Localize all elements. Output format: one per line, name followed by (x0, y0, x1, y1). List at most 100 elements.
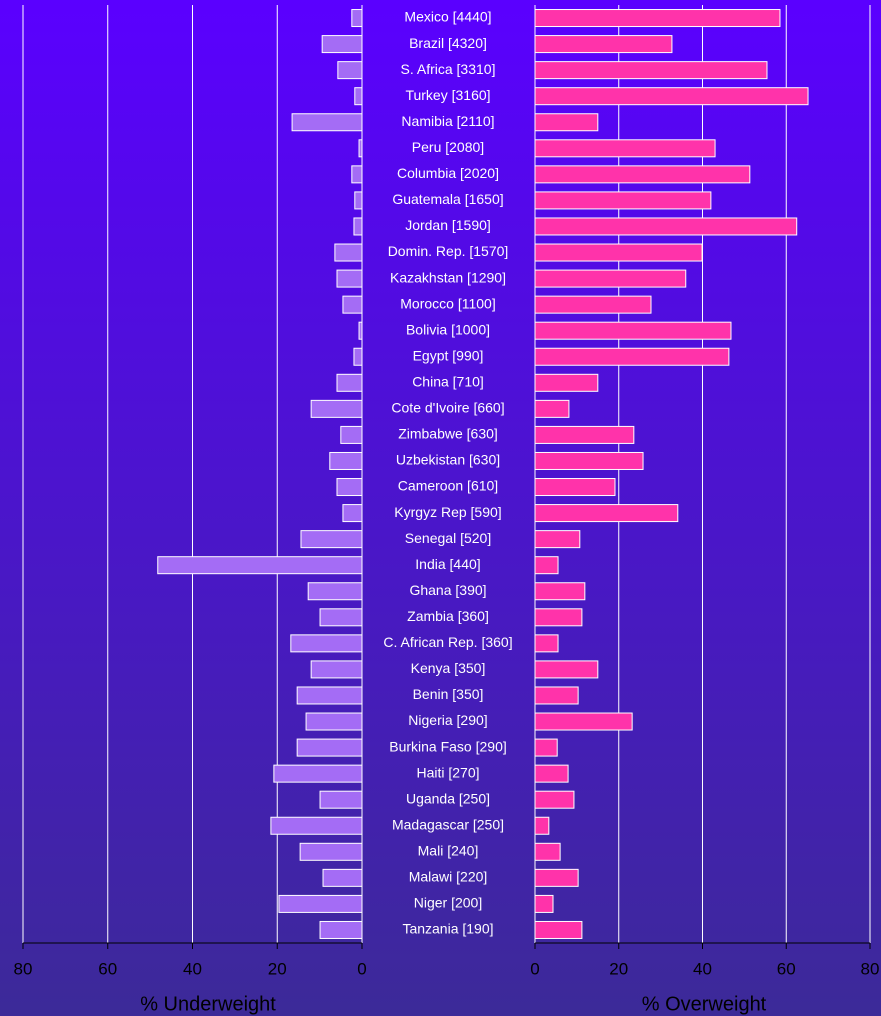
bar (534, 321, 732, 340)
bar (334, 243, 363, 262)
category-label: Kenya [350] (411, 660, 486, 676)
bar (329, 451, 363, 470)
category-label: Domin. Rep. [1570] (388, 243, 509, 259)
bar (534, 191, 712, 210)
category-label: Guatemala [1650] (392, 191, 503, 207)
bar (534, 425, 635, 444)
bar (534, 295, 652, 314)
bar (296, 738, 363, 757)
bar (351, 165, 363, 184)
x-tick-label: 60 (98, 959, 117, 978)
bar (307, 582, 363, 601)
category-label: Benin [350] (413, 686, 484, 702)
category-label: Tanzania [190] (402, 921, 493, 937)
bar (319, 608, 363, 627)
category-label: Malawi [220] (409, 869, 488, 885)
category-label: Senegal [520] (405, 530, 491, 546)
bar (534, 920, 583, 939)
bar (534, 582, 586, 601)
bar (354, 191, 363, 210)
x-axis-label: % Underweight (140, 993, 276, 1015)
bar (340, 425, 363, 444)
bar (534, 451, 644, 470)
bar (534, 790, 575, 809)
bar (534, 243, 703, 262)
x-tick-label: 0 (357, 959, 366, 978)
bar (310, 660, 363, 679)
category-label: Morocco [1100] (400, 295, 495, 311)
category-label: Mexico [4440] (404, 9, 491, 25)
bar (534, 347, 730, 366)
bar (534, 608, 583, 627)
x-axis-label: % Overweight (642, 993, 767, 1015)
category-label: China [710] (412, 374, 484, 390)
category-label: Bolivia [1000] (406, 321, 490, 337)
bar (534, 738, 558, 757)
category-label: Zambia [360] (407, 608, 489, 624)
bar (305, 712, 363, 731)
bar (534, 868, 579, 887)
bar (534, 764, 569, 783)
bar (291, 113, 363, 132)
bar (534, 660, 599, 679)
category-label: India [440] (415, 556, 480, 572)
bar (534, 816, 550, 835)
bar (534, 87, 809, 106)
bar (534, 894, 554, 913)
category-label: Nigeria [290] (408, 712, 487, 728)
bar (337, 61, 363, 80)
bar (534, 634, 559, 653)
bar (534, 61, 768, 80)
category-label: Haiti [270] (416, 764, 479, 780)
bar (310, 399, 363, 418)
category-label: C. African Rep. [360] (383, 634, 512, 650)
bar (534, 35, 673, 54)
bar (319, 790, 363, 809)
category-label: Kyrgyz Rep [590] (394, 504, 501, 520)
bar (534, 842, 561, 861)
category-label: Uzbekistan [630] (396, 452, 500, 468)
x-tick-label: 80 (14, 959, 33, 978)
category-label: Madagascar [250] (392, 816, 504, 832)
category-label: Cameroon [610] (398, 478, 498, 494)
category-label: Columbia [2020] (397, 165, 499, 181)
category-label: Zimbabwe [630] (398, 426, 498, 442)
bar (319, 920, 363, 939)
bar (157, 556, 363, 575)
bar (336, 373, 363, 392)
bar (296, 686, 363, 705)
bar (336, 478, 363, 497)
bar (290, 634, 363, 653)
category-label: Uganda [250] (406, 790, 490, 806)
bar (534, 139, 716, 158)
bar (534, 478, 616, 497)
x-tick-label: 20 (609, 959, 628, 978)
bar (321, 35, 363, 54)
bar (270, 816, 363, 835)
bar (534, 9, 781, 28)
bar (299, 842, 363, 861)
category-label: Ghana [390] (409, 582, 486, 598)
bar (351, 9, 363, 28)
bar (358, 321, 363, 340)
bar (534, 712, 633, 731)
category-label: Jordan [1590] (405, 217, 491, 233)
bar (342, 295, 363, 314)
bar (354, 87, 363, 106)
category-label: Egypt [990] (413, 347, 484, 363)
bar (342, 504, 363, 523)
bar (534, 530, 581, 549)
category-label: Burkina Faso [290] (389, 738, 507, 754)
category-label: Namibia [2110] (401, 113, 494, 129)
bar (534, 165, 751, 184)
x-tick-label: 60 (777, 959, 796, 978)
bar (534, 269, 687, 288)
bar (534, 686, 579, 705)
category-label: Mali [240] (418, 843, 479, 859)
category-label: Niger [200] (414, 895, 482, 911)
bar (534, 373, 599, 392)
category-label: S. Africa [3310] (401, 61, 496, 77)
bar (534, 399, 570, 418)
category-label: Kazakhstan [1290] (390, 269, 506, 285)
